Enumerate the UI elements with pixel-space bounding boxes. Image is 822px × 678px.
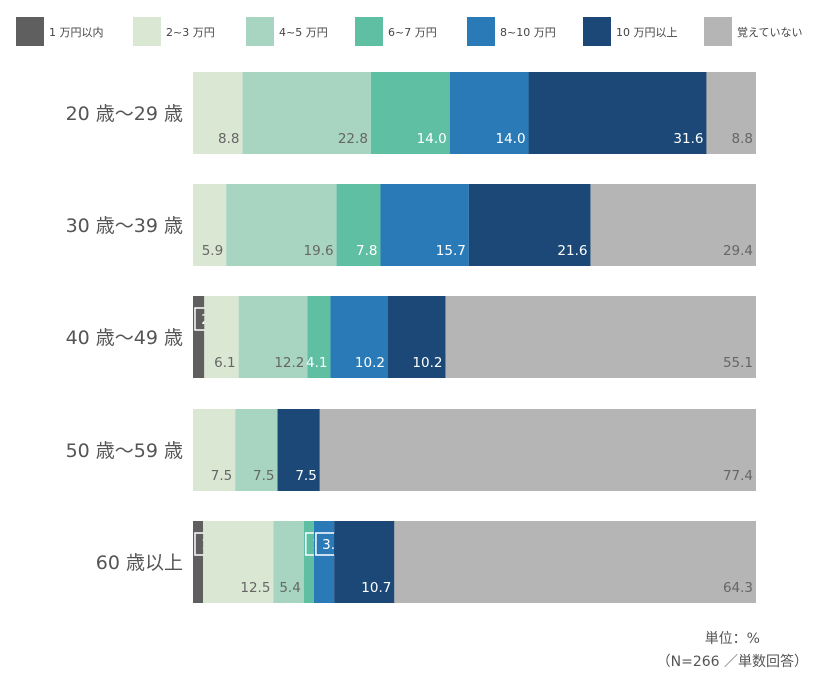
bar-segment xyxy=(193,296,205,378)
bar-segment xyxy=(193,409,236,491)
bar-segment xyxy=(590,184,756,266)
value-label: 7.5 xyxy=(295,468,316,484)
bar-segment xyxy=(235,409,278,491)
bar-segment xyxy=(330,296,388,378)
bar-segment xyxy=(242,72,371,154)
bar-segment xyxy=(445,296,756,378)
bar-segment xyxy=(277,409,320,491)
value-label: 7.5 xyxy=(211,468,232,484)
value-label: 19.6 xyxy=(304,243,334,259)
value-label: 5.9 xyxy=(202,243,223,259)
legend-swatch xyxy=(246,17,274,46)
value-label: 55.1 xyxy=(723,355,753,371)
legend-swatch xyxy=(133,17,161,46)
bar-segment xyxy=(449,72,529,154)
value-label: 4.1 xyxy=(306,355,327,371)
value-label: 10.7 xyxy=(361,580,391,596)
legend-label: 1 万円以内 xyxy=(49,25,104,39)
value-label: 6.1 xyxy=(214,355,235,371)
legend-label: 10 万円以上 xyxy=(616,26,678,39)
legend-label: 4~5 万円 xyxy=(279,26,328,39)
bar-segment xyxy=(273,521,304,603)
value-label: 12.5 xyxy=(240,580,270,596)
value-label: 22.8 xyxy=(338,131,368,147)
value-label: 8.8 xyxy=(218,131,239,147)
category-label: 20 歳〜29 歳 xyxy=(66,103,183,125)
bar-segment xyxy=(204,296,239,378)
bar-segment xyxy=(380,184,469,266)
legend: 1 万円以内 2~3 万円 4~5 万円 6~7 万円 8~10 万円 10 万円以上 覚え… xyxy=(16,17,802,46)
bar-segment xyxy=(370,72,450,154)
bar-segment xyxy=(336,184,381,266)
bar-segment xyxy=(468,184,591,266)
value-label: 31.6 xyxy=(673,131,703,147)
legend-label: 2~3 万円 xyxy=(166,26,215,39)
bar-segment xyxy=(706,72,756,154)
value-label: 8.8 xyxy=(732,131,753,147)
value-label: 7.8 xyxy=(356,243,377,259)
legend-swatch xyxy=(704,17,732,46)
legend-swatch xyxy=(16,17,44,46)
category-label: 50 歳〜59 歳 xyxy=(66,440,183,462)
legend-swatch xyxy=(467,17,495,46)
bar-segment xyxy=(203,521,274,603)
bar-segment xyxy=(226,184,337,266)
value-label: 15.7 xyxy=(436,243,466,259)
legend-swatch xyxy=(583,17,611,46)
bar-segment xyxy=(238,296,308,378)
unit-note: 単位：% xyxy=(704,631,760,647)
bar-segment xyxy=(528,72,707,154)
bar-segment xyxy=(303,521,314,603)
bar-segment xyxy=(394,521,756,603)
value-label: 14.0 xyxy=(417,131,447,147)
value-label: 10.2 xyxy=(355,355,385,371)
value-label: 21.6 xyxy=(557,243,587,259)
bar-segment xyxy=(319,409,756,491)
value-label: 29.4 xyxy=(723,243,753,259)
sample-size-note: （N=266 ／単数回答） xyxy=(656,654,808,670)
bar-segment xyxy=(193,72,243,154)
category-label: 40 歳〜49 歳 xyxy=(66,327,183,349)
legend-label: 6~7 万円 xyxy=(388,26,437,39)
legend-label: 覚えていない xyxy=(737,26,802,39)
legend-swatch xyxy=(355,17,383,46)
category-label: 30 歳〜39 歳 xyxy=(66,215,183,237)
value-label: 5.4 xyxy=(279,580,300,596)
value-label: 64.3 xyxy=(723,580,753,596)
bar-segment xyxy=(307,296,331,378)
bar-segment xyxy=(387,296,446,378)
bar-segment xyxy=(193,521,204,603)
value-label: 10.2 xyxy=(412,355,442,371)
value-label: 14.0 xyxy=(495,131,525,147)
value-label: 12.2 xyxy=(274,355,304,371)
value-label: 7.5 xyxy=(253,468,274,484)
plot-area: 20 歳〜29 歳 8.8 22.8 14.0 14.0 31.6 8.8 30 歳〜39 歳… xyxy=(66,72,756,603)
legend-label: 8~10 万円 xyxy=(500,26,556,39)
bar-segment xyxy=(334,521,395,603)
bar-segment xyxy=(193,184,227,266)
category-label: 60 歳以上 xyxy=(96,552,183,574)
value-label: 77.4 xyxy=(723,468,753,484)
